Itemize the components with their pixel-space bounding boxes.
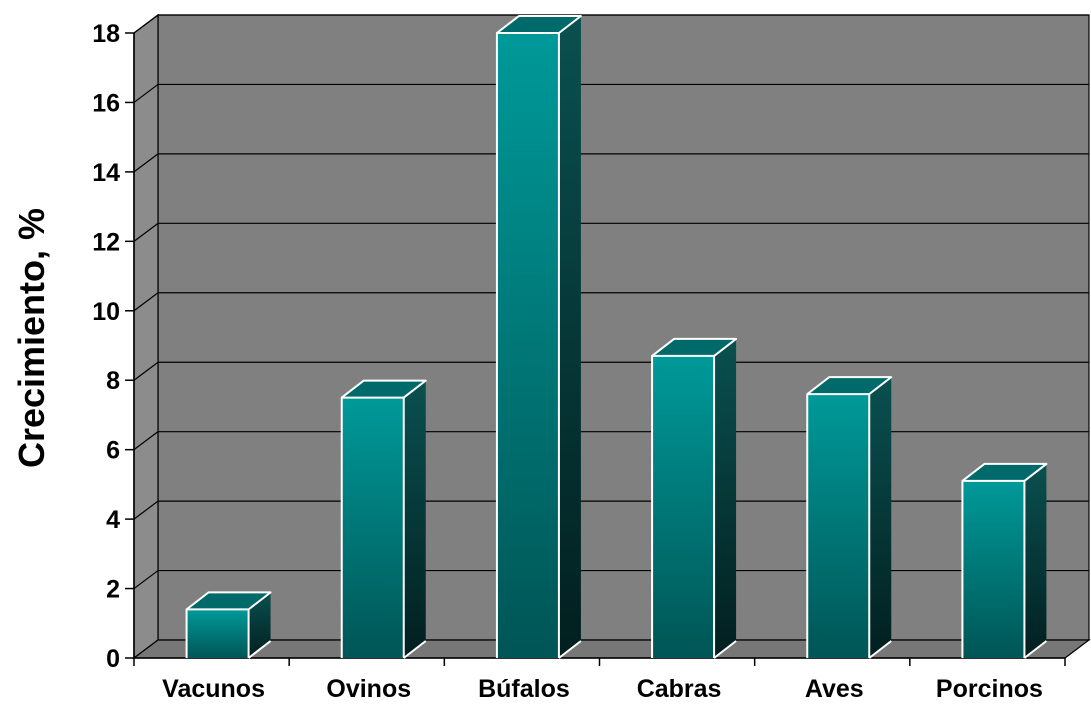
bar-front [186, 609, 249, 658]
bar [495, 15, 582, 659]
bar-top [341, 380, 426, 398]
y-tick-label: 4 [106, 506, 120, 534]
gridline-side [133, 500, 159, 520]
bar [340, 379, 427, 659]
bar-side [714, 338, 737, 658]
bar-edge [868, 640, 892, 659]
y-tick-label: 16 [92, 89, 120, 117]
bar-edge [961, 462, 1048, 482]
gridline-side [133, 292, 159, 312]
gridline-side [133, 83, 159, 103]
gridlines [133, 14, 1089, 590]
bar-edge [496, 15, 582, 34]
bar-edge [247, 640, 272, 659]
y-tick-label: 0 [106, 645, 120, 673]
back-wall [157, 14, 1090, 641]
bar-front [962, 480, 1025, 658]
bar-edge [713, 640, 737, 659]
bar-front [652, 355, 715, 658]
bar-edge [341, 379, 427, 399]
gridline-side [133, 361, 159, 381]
x-category-labels: Vacunos Ovinos Búfalos Cabras Aves Porcinos [162, 675, 1043, 703]
bar-edge [651, 337, 738, 357]
plot-back-wall [132, 13, 1091, 660]
y-tick-label: 14 [92, 159, 120, 187]
y-tick-labels: 0 2 4 6 8 10 12 14 16 18 [92, 20, 120, 673]
bar-edge [806, 376, 893, 395]
gridline-side [133, 431, 159, 451]
bar-edge [403, 640, 427, 659]
bar-edge [340, 396, 405, 658]
x-category-label: Cabras [637, 675, 722, 703]
gridline-side [133, 222, 159, 242]
bar-side [558, 16, 581, 658]
bar [961, 462, 1048, 659]
y-tick-label: 8 [106, 367, 120, 395]
bar [806, 376, 893, 659]
floor [132, 639, 1091, 659]
axes [125, 32, 1066, 666]
bar-edge [1023, 640, 1048, 659]
bar-top [962, 463, 1047, 481]
bar-edge [495, 32, 560, 658]
bar-edge [558, 640, 582, 659]
y-tick-label: 6 [106, 437, 120, 465]
x-category-label: Vacunos [162, 675, 265, 703]
bar [651, 337, 738, 659]
bar-edge [806, 393, 871, 658]
gridline-side [133, 570, 159, 590]
y-tick-label: 2 [106, 576, 120, 604]
y-tick-label: 18 [92, 20, 120, 48]
bar-edge [185, 608, 250, 658]
bar-side [248, 592, 271, 658]
bar-top [807, 377, 892, 395]
bar-top [652, 338, 737, 356]
x-category-label: Aves [805, 675, 864, 703]
bar [185, 591, 272, 659]
gridline-side [133, 14, 159, 34]
y-axis-title: Crecimiento, % [11, 208, 52, 468]
bar-front [496, 33, 559, 658]
gridline-side [133, 153, 159, 173]
bars [185, 15, 1048, 659]
bar-top [186, 592, 271, 610]
x-category-label: Ovinos [326, 675, 411, 703]
bar-front [807, 394, 870, 658]
y-tick-label: 10 [92, 298, 120, 326]
bar-edge [961, 479, 1026, 658]
bar-side [1024, 463, 1047, 658]
bar-edge [185, 591, 272, 611]
bar-front [341, 397, 404, 658]
y-tick-label: 12 [92, 228, 120, 256]
bar-side [869, 377, 892, 658]
bar-edge [651, 354, 716, 658]
side-wall [133, 13, 159, 660]
bar-top [496, 16, 581, 33]
x-category-label: Búfalos [478, 675, 570, 703]
bar-side [403, 380, 426, 658]
x-category-label: Porcinos [936, 675, 1043, 703]
